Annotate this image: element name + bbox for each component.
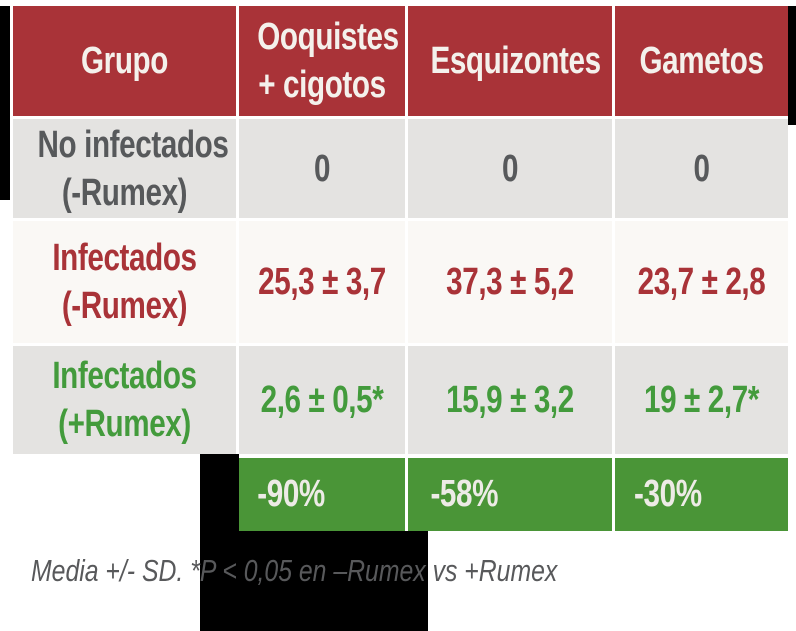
row-label-infectados-plus-rumex: Infectados (+Rumex) xyxy=(13,346,236,454)
value-text: 2,6 ± 0,5* xyxy=(260,379,384,421)
value-cell: 0 xyxy=(239,119,405,218)
header-label: Grupo xyxy=(81,40,168,82)
row-label-infectados-minus-rumex: Infectados (-Rumex) xyxy=(13,221,236,343)
header-label: Gametos xyxy=(639,40,764,82)
value-text: 23,7 ± 2,8 xyxy=(637,261,766,303)
value-cell: 19 ± 2,7* xyxy=(615,346,788,454)
value-text: 0 xyxy=(693,147,710,190)
row-label-no-infectados: No infectados (-Rumex) xyxy=(13,119,236,218)
summary-value: -58% xyxy=(430,473,499,515)
row-label-line2: (-Rumex) xyxy=(61,285,188,327)
header-cell-ooquistes-cigotos: Ooquistes + cigotos xyxy=(239,6,405,116)
value-text: 15,9 ± 3,2 xyxy=(446,379,574,421)
value-text: 19 ± 2,7* xyxy=(644,379,759,421)
summary-row: -90% -58% -30% xyxy=(239,454,788,531)
value-text: 0 xyxy=(501,147,519,190)
header-cell-gametos: Gametos xyxy=(615,6,788,116)
background-black-strip-left xyxy=(0,6,10,200)
value-cell: 37,3 ± 5,2 xyxy=(408,221,612,343)
row-label-line2: (+Rumex) xyxy=(58,403,191,445)
summary-cell-esquizontes: -58% xyxy=(408,458,612,531)
summary-value: -90% xyxy=(257,473,325,515)
summary-cell-gametos: -30% xyxy=(615,458,788,531)
results-table: Grupo Ooquistes + cigotos Esquizontes Ga… xyxy=(13,6,788,454)
summary-value: -30% xyxy=(634,473,702,515)
header-label-line1: Ooquistes xyxy=(257,16,399,58)
value-cell: 25,3 ± 3,7 xyxy=(239,221,405,343)
value-cell: 0 xyxy=(408,119,612,218)
row-label-line1: Infectados xyxy=(52,237,197,279)
footnote: Media +/- SD. *P < 0,05 en –Rumex vs +Ru… xyxy=(31,553,558,588)
value-cell: 0 xyxy=(615,119,788,218)
value-cell: 2,6 ± 0,5* xyxy=(239,346,405,454)
summary-cell-ooquistes: -90% xyxy=(239,458,405,531)
header-cell-esquizontes: Esquizontes xyxy=(408,6,612,116)
row-label-line2: (-Rumex) xyxy=(61,171,188,214)
row-label-line1: No infectados xyxy=(37,123,229,166)
value-text: 0 xyxy=(313,147,331,190)
row-label-line1: Infectados xyxy=(52,355,197,397)
value-cell: 23,7 ± 2,8 xyxy=(615,221,788,343)
value-text: 37,3 ± 5,2 xyxy=(446,261,574,303)
value-cell: 15,9 ± 3,2 xyxy=(408,346,612,454)
header-label-line2: + cigotos xyxy=(258,64,386,106)
header-cell-grupo: Grupo xyxy=(13,6,236,116)
header-label: Esquizontes xyxy=(430,40,601,82)
value-text: 25,3 ± 3,7 xyxy=(258,261,386,303)
background-black-strip-right xyxy=(788,6,796,125)
